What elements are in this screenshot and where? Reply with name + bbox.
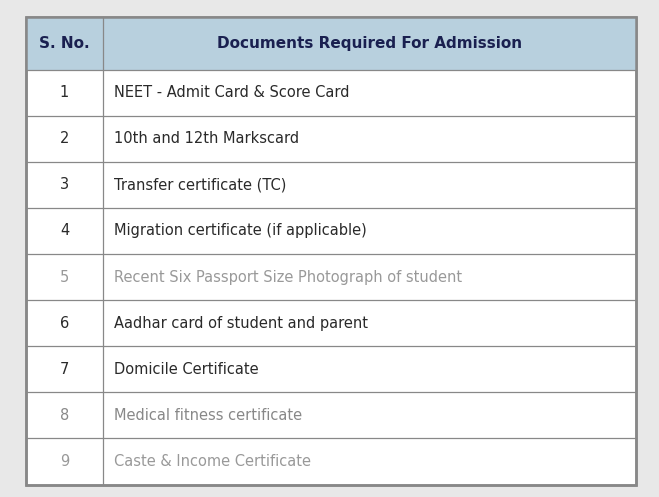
Text: Migration certificate (if applicable): Migration certificate (if applicable)	[115, 224, 367, 239]
Text: 9: 9	[60, 454, 69, 469]
Text: 3: 3	[60, 177, 69, 192]
Text: Recent Six Passport Size Photograph of student: Recent Six Passport Size Photograph of s…	[115, 269, 463, 285]
Text: 8: 8	[60, 408, 69, 423]
Text: 10th and 12th Markscard: 10th and 12th Markscard	[115, 131, 300, 146]
Text: 2: 2	[60, 131, 69, 146]
Text: 5: 5	[60, 269, 69, 285]
Text: S. No.: S. No.	[39, 36, 90, 51]
Text: 7: 7	[60, 362, 69, 377]
Text: Aadhar card of student and parent: Aadhar card of student and parent	[115, 316, 368, 331]
Text: Transfer certificate (TC): Transfer certificate (TC)	[115, 177, 287, 192]
Text: 1: 1	[60, 85, 69, 100]
Bar	[26, 17, 636, 70]
Text: 6: 6	[60, 316, 69, 331]
Text: Medical fitness certificate: Medical fitness certificate	[115, 408, 302, 423]
Text: Documents Required For Admission: Documents Required For Admission	[217, 36, 522, 51]
Text: 4: 4	[60, 224, 69, 239]
Text: Caste & Income Certificate: Caste & Income Certificate	[115, 454, 312, 469]
Text: Domicile Certificate: Domicile Certificate	[115, 362, 259, 377]
Text: NEET - Admit Card & Score Card: NEET - Admit Card & Score Card	[115, 85, 350, 100]
